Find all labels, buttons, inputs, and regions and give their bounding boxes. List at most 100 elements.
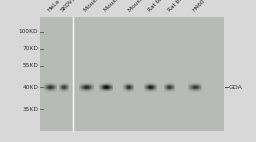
Bar: [100, 88, 101, 89]
Bar: [155, 83, 156, 84]
Bar: [46, 86, 47, 87]
Bar: [102, 92, 103, 93]
Bar: [105, 82, 106, 83]
Bar: [190, 89, 191, 90]
Bar: [145, 87, 146, 88]
Bar: [53, 89, 54, 90]
Bar: [86, 86, 87, 87]
Bar: [109, 91, 110, 92]
Bar: [148, 92, 149, 93]
Bar: [190, 86, 191, 87]
Bar: [81, 92, 82, 93]
Bar: [197, 91, 198, 92]
Bar: [110, 86, 111, 87]
Bar: [100, 84, 101, 85]
Bar: [103, 92, 104, 93]
Bar: [166, 88, 167, 89]
Bar: [144, 91, 145, 92]
Bar: [199, 86, 200, 87]
Bar: [91, 90, 92, 91]
Bar: [67, 87, 68, 88]
Bar: [167, 90, 168, 91]
Bar: [174, 83, 175, 84]
Bar: [127, 86, 128, 87]
Bar: [153, 83, 154, 84]
Bar: [197, 83, 198, 84]
Bar: [126, 86, 127, 87]
Bar: [63, 91, 64, 92]
Bar: [169, 91, 170, 92]
Bar: [152, 90, 153, 91]
Bar: [164, 85, 165, 86]
Bar: [155, 92, 156, 93]
Bar: [191, 88, 192, 89]
Bar: [167, 86, 168, 87]
Bar: [106, 88, 107, 89]
Bar: [82, 90, 83, 91]
Bar: [145, 90, 146, 91]
Bar: [167, 89, 168, 90]
Bar: [123, 84, 124, 85]
Bar: [125, 92, 126, 93]
Bar: [101, 86, 102, 87]
Bar: [54, 86, 55, 87]
Bar: [84, 84, 85, 85]
Bar: [173, 88, 174, 89]
Bar: [102, 90, 103, 91]
Bar: [66, 89, 67, 90]
Bar: [123, 86, 124, 87]
Bar: [68, 85, 69, 86]
Bar: [130, 88, 131, 89]
Bar: [112, 84, 113, 85]
Bar: [84, 89, 85, 90]
Bar: [93, 92, 94, 93]
Bar: [87, 88, 88, 89]
Bar: [133, 91, 134, 92]
Bar: [67, 82, 68, 83]
Bar: [64, 88, 65, 89]
Bar: [68, 83, 69, 84]
Bar: [111, 87, 112, 88]
Bar: [52, 87, 53, 88]
Bar: [108, 85, 109, 86]
Bar: [68, 82, 69, 83]
Bar: [110, 92, 111, 93]
Bar: [188, 92, 189, 93]
Bar: [164, 88, 165, 89]
Bar: [164, 89, 165, 90]
Bar: [129, 88, 130, 89]
Bar: [125, 89, 126, 90]
Bar: [46, 88, 47, 89]
Bar: [48, 87, 49, 88]
Bar: [45, 83, 46, 84]
Bar: [152, 86, 153, 87]
Bar: [128, 84, 129, 85]
Bar: [99, 82, 100, 83]
Bar: [92, 91, 93, 92]
Bar: [168, 89, 169, 90]
Bar: [89, 92, 90, 93]
Bar: [147, 89, 148, 90]
Text: 55KD: 55KD: [23, 63, 38, 68]
Bar: [145, 82, 146, 83]
Bar: [82, 91, 83, 92]
Bar: [169, 83, 170, 84]
Bar: [199, 83, 200, 84]
Bar: [81, 89, 82, 90]
Bar: [124, 87, 125, 88]
Bar: [144, 85, 145, 86]
Bar: [61, 92, 62, 93]
Bar: [103, 91, 104, 92]
Bar: [110, 84, 111, 85]
Bar: [144, 89, 145, 90]
Bar: [47, 92, 48, 93]
Bar: [133, 82, 134, 83]
Bar: [44, 85, 45, 86]
Bar: [168, 91, 169, 92]
Bar: [44, 92, 45, 93]
Bar: [63, 82, 64, 83]
Bar: [91, 82, 92, 83]
Bar: [112, 88, 113, 89]
Bar: [56, 89, 57, 90]
Bar: [165, 86, 166, 87]
